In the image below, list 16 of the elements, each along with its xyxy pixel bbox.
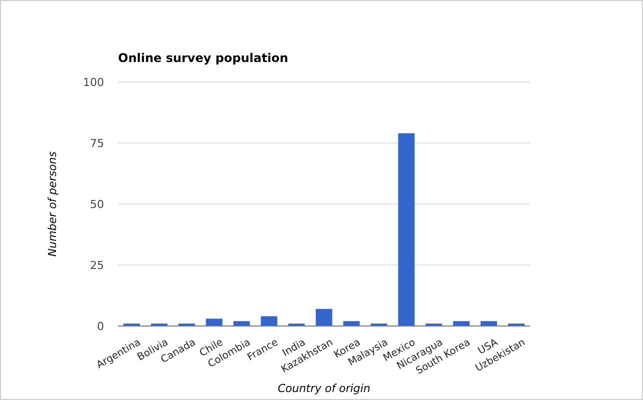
- y-tick-label: 0: [97, 320, 104, 333]
- bar: [316, 308, 332, 326]
- y-axis-title: Number of persons: [46, 151, 59, 257]
- bar: [480, 321, 498, 326]
- bar: [398, 133, 415, 326]
- bar: [233, 321, 250, 326]
- y-tick-label: 50: [90, 198, 104, 211]
- bar: [343, 321, 360, 326]
- bar: [206, 318, 222, 326]
- bar: [453, 321, 470, 326]
- y-tick-label: 100: [83, 76, 104, 89]
- y-tick-label: 25: [90, 258, 104, 272]
- chart-title: Online survey population: [118, 51, 288, 65]
- y-tick-label: 75: [90, 136, 104, 150]
- x-axis-title: Country of origin: [278, 382, 370, 395]
- bar: [260, 316, 278, 326]
